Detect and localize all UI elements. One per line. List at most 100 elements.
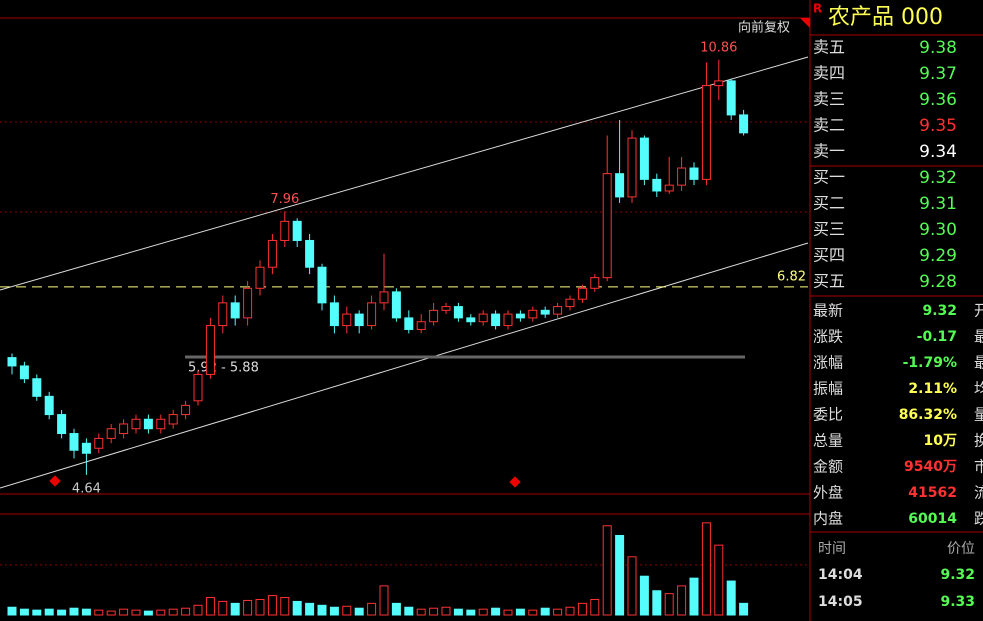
stat-label-cut: 最	[974, 354, 983, 372]
candle-body	[466, 317, 476, 323]
candle-body	[639, 137, 649, 180]
corner-mark	[800, 18, 810, 28]
candle-body	[590, 277, 600, 289]
order-price: 9.36	[919, 90, 957, 110]
order-label: 买四	[813, 246, 845, 265]
candle-body	[367, 302, 377, 327]
candle-body	[577, 287, 587, 300]
volume-bar	[466, 609, 476, 616]
stat-value: 41562	[908, 485, 957, 501]
candle-body	[652, 178, 662, 192]
volume-bar	[354, 607, 364, 616]
volume-bar	[230, 602, 240, 616]
volume-bar	[391, 602, 401, 616]
candle-body	[94, 437, 104, 449]
candle-body	[292, 220, 302, 241]
candle-body	[515, 313, 525, 319]
stat-label: 涨跌	[813, 328, 843, 346]
volume-bar	[503, 609, 513, 616]
candle-body	[615, 173, 625, 198]
volume-bar	[739, 602, 749, 616]
order-label: 卖五	[813, 38, 845, 57]
volume-bar	[677, 585, 687, 616]
tick-time: 14:05	[818, 594, 863, 610]
candle-body	[553, 306, 563, 315]
volume-bar	[379, 585, 389, 616]
volume-bar	[689, 577, 699, 616]
volume-bar	[280, 597, 290, 616]
price-annotation: 10.86	[700, 40, 737, 55]
volume-bar	[615, 534, 625, 616]
stat-label-cut: 市	[974, 458, 983, 476]
signal-marker	[49, 475, 61, 487]
candle-body	[255, 266, 265, 289]
order-label: 卖一	[813, 142, 845, 161]
ticks-header: 价位	[947, 541, 975, 557]
volume-bar	[94, 609, 104, 616]
volume-bar	[429, 607, 439, 616]
volume-bar	[540, 607, 550, 616]
order-price: 9.37	[919, 64, 957, 84]
volume-bar	[652, 590, 662, 616]
order-label: 卖四	[813, 64, 845, 83]
stat-value: 10万	[924, 433, 957, 449]
volume-bar	[193, 604, 203, 616]
volume-bar	[44, 608, 54, 616]
stat-label-cut: 跌	[974, 510, 983, 528]
price-annotation: 4.64	[72, 481, 101, 496]
volume-bar	[491, 607, 501, 616]
volume-bar	[106, 610, 116, 616]
candle-body	[131, 418, 141, 430]
order-label: 买二	[813, 194, 845, 213]
badge: R	[813, 2, 822, 16]
stat-label: 最新	[813, 302, 843, 320]
candle-body	[540, 309, 550, 315]
candle-body	[329, 302, 339, 327]
volume-bar	[119, 608, 129, 616]
candle-body	[391, 291, 401, 319]
volume-bar	[577, 602, 587, 616]
tick-time: 14:04	[818, 567, 863, 583]
candle-body	[689, 167, 699, 180]
volume-bar	[565, 606, 575, 616]
candle-body	[305, 239, 315, 268]
stat-label: 振幅	[813, 380, 843, 398]
order-price: 9.30	[919, 220, 957, 240]
candle-body	[69, 433, 79, 451]
candle-body	[181, 404, 191, 416]
volume-bar	[342, 605, 352, 616]
candle-body	[168, 414, 178, 425]
volume-bar	[143, 610, 153, 616]
stat-label-cut: 均	[974, 380, 983, 398]
candle-body	[429, 309, 439, 323]
order-price: 9.32	[919, 168, 957, 188]
volume-bar	[627, 556, 637, 616]
candle-body	[243, 287, 253, 319]
order-label: 卖三	[813, 90, 845, 109]
stat-value: 60014	[908, 511, 957, 527]
volume-bar	[168, 608, 178, 616]
volume-bar	[590, 598, 600, 616]
candle-body	[664, 184, 674, 192]
candle-body	[81, 442, 91, 454]
stat-label: 内盘	[813, 510, 843, 528]
order-price: 9.31	[919, 194, 957, 214]
order-price: 9.34	[919, 142, 957, 162]
volume-bar	[292, 600, 302, 616]
adjust-label[interactable]: 向前复权	[738, 20, 790, 36]
order-price: 9.38	[919, 38, 957, 58]
candle-body	[503, 313, 513, 327]
stat-value: -1.79%	[903, 355, 957, 371]
candle-body	[19, 365, 29, 380]
signal-marker	[509, 476, 521, 488]
stat-label-cut: 最	[974, 328, 983, 346]
candle-body	[739, 114, 749, 134]
volume-bar	[664, 593, 674, 616]
price-annotation: 7.96	[270, 192, 299, 207]
ticks-header: 时间	[818, 541, 846, 557]
stat-label-cut: 量	[974, 406, 983, 424]
stat-value: 9540万	[904, 459, 957, 475]
volume-bar	[329, 606, 339, 616]
